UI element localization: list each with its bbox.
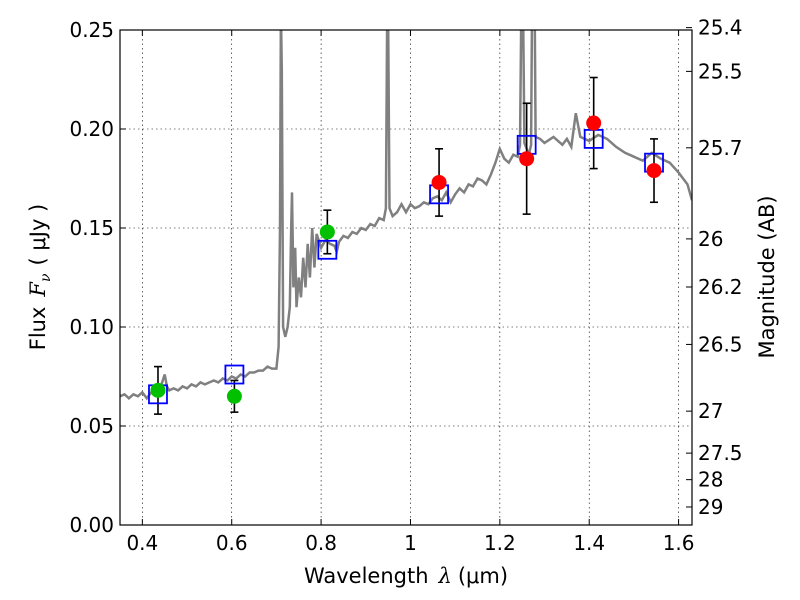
plot-area [120,30,692,415]
x-tick-label: 1.6 [663,531,695,555]
observed-point [319,224,335,240]
x-axis-label-unit: (μm) [458,564,508,588]
x-tick-label: 0.6 [216,531,248,555]
right-tick-label: 26 [698,227,723,251]
y-axis-label-subscript: ν [38,273,54,282]
right-tick-label: 25.4 [698,16,743,40]
y-axis-label-unit: ( μJy ) [26,204,50,266]
right-axis-label: Magnitude (AB) [755,195,779,358]
observed-photometry-markers [150,115,662,404]
y-tick-label: 0.15 [69,216,114,240]
model-square [224,364,245,385]
spectrum-line [120,30,692,401]
right-tick-label: 27.5 [698,441,743,465]
x-tick-label: 0.8 [305,531,337,555]
observed-point [150,382,166,398]
right-tick-label: 25.5 [698,59,743,83]
x-tick-label: 1.2 [484,531,516,555]
y-tick-label: 0.05 [69,414,114,438]
y-tick-label: 0.00 [69,513,114,537]
right-tick-label: 27 [698,399,723,423]
plot-frame [119,29,693,526]
right-tick-label: 26.2 [698,275,743,299]
x-tick-label: 0.4 [126,531,158,555]
x-axis-label-text: Wavelength [304,564,429,588]
y-axis-label-text: Flux [26,307,50,351]
right-tick-label: 26.5 [698,332,743,356]
y-axis-label: Flux Fν ( μJy ) [26,204,54,350]
observed-point [226,388,242,404]
x-axis-label-symbol: λ [438,564,452,588]
y-tick-label: 0.20 [69,117,114,141]
model-square [317,239,338,260]
observed-point [646,163,662,179]
right-tick-label: 29 [698,495,723,519]
observed-point [586,115,602,131]
right-tick-label: 28 [698,468,723,492]
x-tick-label: 1 [404,531,417,555]
y-tick-label: 0.10 [69,315,114,339]
observed-point [431,174,447,190]
right-tick-label: 25.7 [698,136,743,160]
observed-point [519,151,535,167]
x-axis-label: Wavelength λ (μm) [304,564,508,588]
axis-ticks: 0.4 0.6 0.8 1 1.2 1.4 1.6 0.00 0.05 0.10 0.15 0.20 0… [69,16,742,555]
y-tick-label: 0.25 [69,18,114,42]
x-tick-label: 1.4 [573,531,605,555]
y-axis-label-symbol: F [26,281,50,298]
